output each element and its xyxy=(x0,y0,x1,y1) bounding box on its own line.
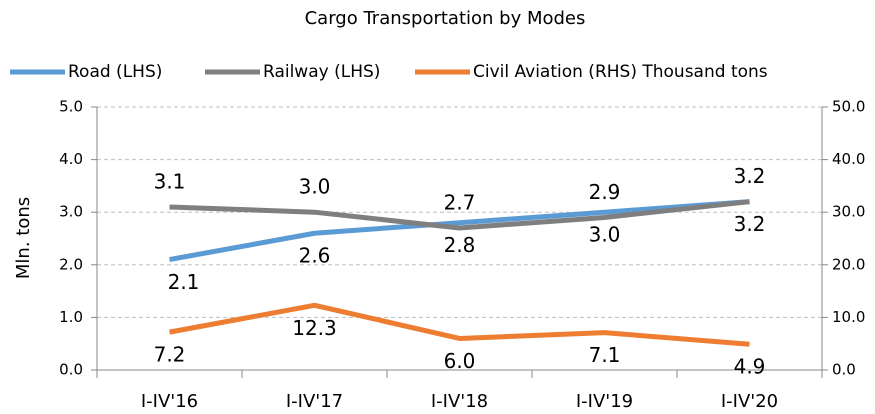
data-label: 2.9 xyxy=(589,180,621,204)
x-tick-label: I-IV'17 xyxy=(286,391,343,412)
data-label: 4.9 xyxy=(734,355,766,379)
y-tick-label: 2.0 xyxy=(59,255,83,273)
y2-tick-label: 0.0 xyxy=(832,361,856,379)
y2-tick-label: 50.0 xyxy=(832,98,865,116)
legend-label: Road (LHS) xyxy=(68,62,162,82)
data-label: 3.0 xyxy=(299,175,331,199)
data-label: 2.7 xyxy=(444,190,476,214)
y2-tick-label: 30.0 xyxy=(832,203,865,221)
chart-title: Cargo Transportation by Modes xyxy=(305,8,586,29)
x-tick-label: I-IV'20 xyxy=(721,391,778,412)
y-tick-label: 4.0 xyxy=(59,150,83,168)
series-line xyxy=(169,302,750,347)
series-line xyxy=(169,199,750,231)
y-axis-label: Mln. tons xyxy=(13,197,34,279)
y-tick-label: 3.0 xyxy=(59,203,83,221)
y-tick-label: 0.0 xyxy=(59,361,83,379)
y-tick-label: 5.0 xyxy=(59,98,83,116)
x-tick-label: I-IV'18 xyxy=(431,391,488,412)
data-label: 7.1 xyxy=(589,343,621,367)
data-label: 12.3 xyxy=(292,316,337,340)
legend-label: Civil Aviation (RHS) Thousand tons xyxy=(473,62,768,82)
data-label: 3.1 xyxy=(154,169,186,193)
data-label: 6.0 xyxy=(444,349,476,373)
data-label: 3.0 xyxy=(589,223,621,247)
data-label: 2.8 xyxy=(444,233,476,257)
y-tick-label: 1.0 xyxy=(59,308,83,326)
legend-label: Railway (LHS) xyxy=(263,62,380,82)
data-label: 2.1 xyxy=(168,270,200,294)
x-tick-label: I-IV'19 xyxy=(576,391,633,412)
series-line xyxy=(169,199,750,262)
y2-tick-label: 20.0 xyxy=(832,255,865,273)
y2-tick-label: 10.0 xyxy=(832,308,865,326)
x-tick-label: I-IV'16 xyxy=(141,391,198,412)
data-label: 3.2 xyxy=(734,164,766,188)
data-label: 7.2 xyxy=(154,343,186,367)
data-label: 2.6 xyxy=(299,244,331,268)
y2-tick-label: 40.0 xyxy=(832,150,865,168)
data-label: 3.2 xyxy=(734,212,766,236)
